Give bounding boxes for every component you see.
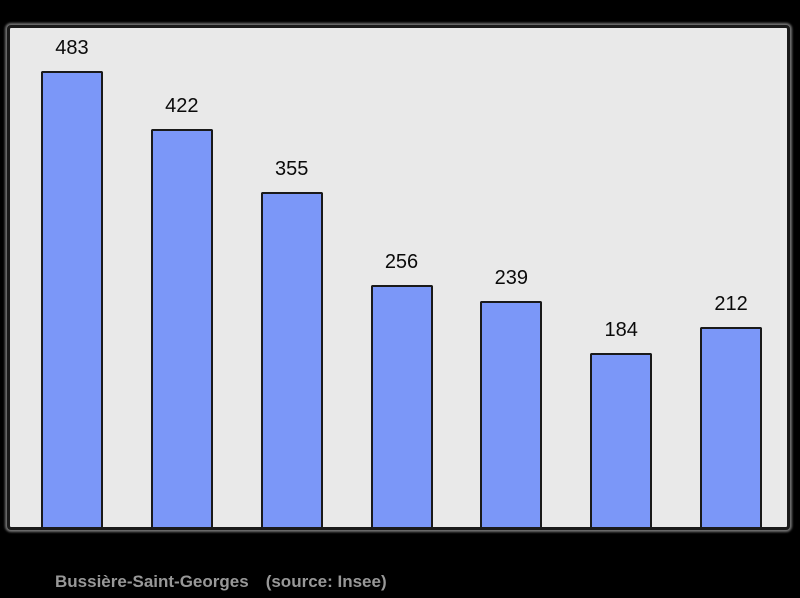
bar (700, 327, 763, 527)
caption-commune-name: Bussière-Saint-Georges (55, 572, 249, 591)
bar (480, 301, 543, 527)
bar (260, 192, 323, 527)
bar-slot: 184 (566, 28, 676, 527)
bar-slot: 355 (237, 28, 347, 527)
bar-value-label: 355 (274, 158, 309, 180)
bar-slot: 239 (456, 28, 566, 527)
bar-slot: 256 (347, 28, 457, 527)
bar (590, 353, 653, 527)
chart-panel: 483 422 355 256 239 184 212 (7, 25, 790, 530)
bar-value-label: 239 (494, 267, 529, 289)
bar (370, 285, 433, 527)
bar-value-label: 422 (165, 95, 199, 117)
bar-slot: 422 (127, 28, 237, 527)
bar-slot: 483 (17, 28, 127, 527)
caption-source: (source: Insee) (265, 572, 387, 591)
bar-value-label: 483 (55, 37, 89, 59)
bar-slot: 212 (676, 28, 786, 527)
bar (40, 71, 103, 527)
bars-area: 483 422 355 256 239 184 212 (10, 28, 787, 527)
bar-value-label: 212 (714, 293, 748, 315)
bar (150, 129, 213, 527)
bar-value-label: 184 (604, 319, 638, 341)
chart-caption: Bussière-Saint-Georges (source: Insee) (55, 572, 387, 592)
bar-value-label: 256 (384, 251, 419, 273)
